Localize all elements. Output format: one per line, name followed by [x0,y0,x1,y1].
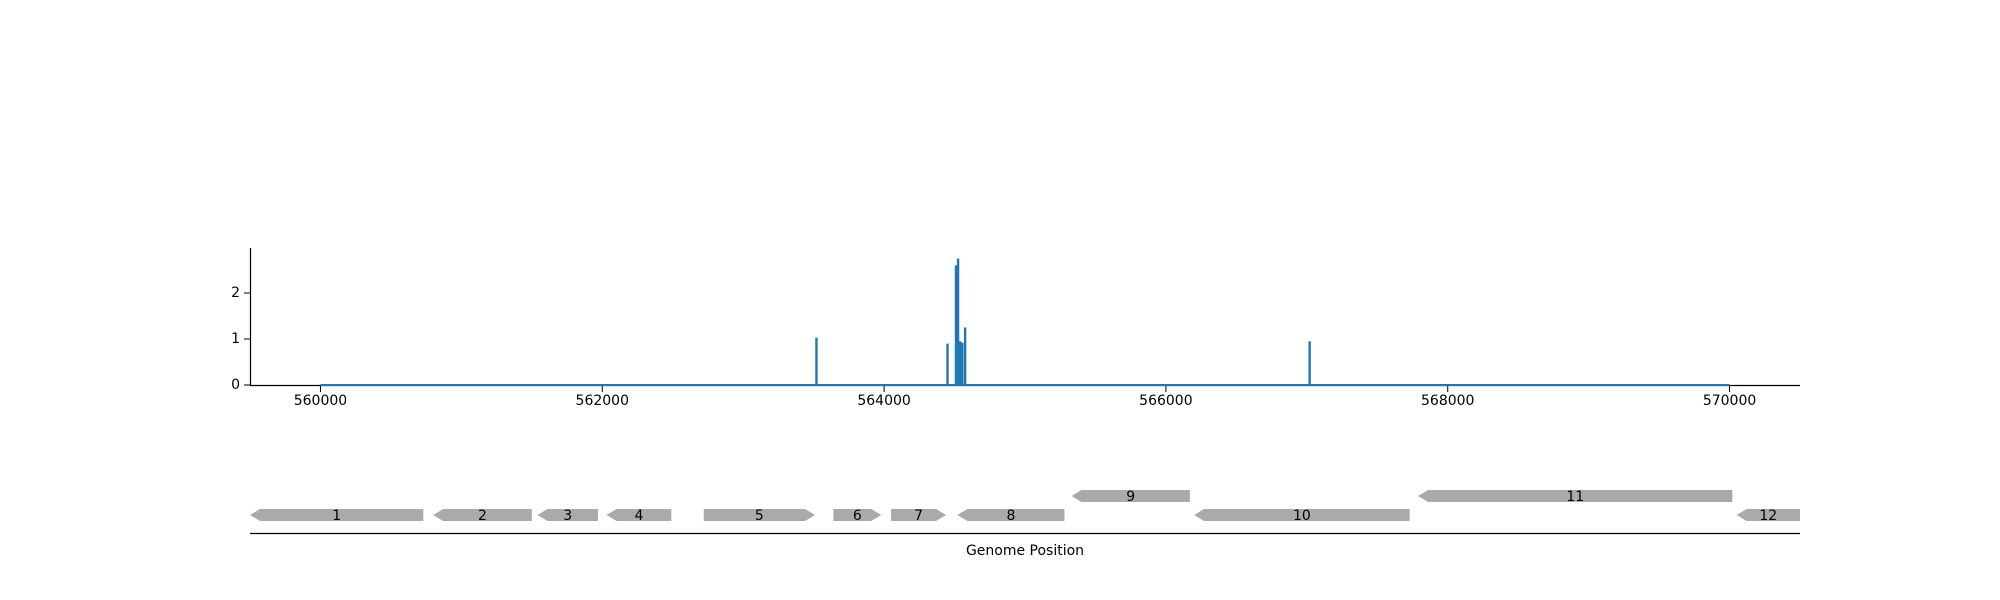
gene-arrow [891,509,947,521]
gene-label: 9 [1126,489,1135,505]
gene-track-xlabel: Genome Position [966,543,1084,559]
gene-arrow [957,509,1065,521]
x-tick-label: 568000 [1421,393,1474,409]
gene-label: 6 [853,508,862,524]
coverage-ticks: 560000 562000 564000 566000 568000 570000 0 1 2 [231,285,1756,409]
x-tick-label: 562000 [576,393,629,409]
gene-label: 7 [914,508,923,524]
x-tick-label: 560000 [294,393,347,409]
gene-label: 2 [478,508,487,524]
gene-label: 1 [332,508,341,524]
y-tick-label: 2 [231,285,240,301]
gene-label: 11 [1566,489,1584,505]
gene-arrow [606,509,672,521]
gene-label: 5 [755,508,764,524]
gene-arrow [1194,509,1410,521]
gene-arrow [1071,490,1190,502]
gene-arrow [537,509,599,521]
gene-label: 12 [1759,508,1777,524]
y-tick-label: 0 [231,377,240,393]
gene-arrow [1418,490,1733,502]
gene-label: 8 [1006,508,1015,524]
gene-arrow [433,509,532,521]
gene-arrow [833,509,882,521]
gene-label: 10 [1293,508,1311,524]
x-tick-label: 566000 [1139,393,1192,409]
coverage-series [320,258,1730,386]
gene-arrow [703,509,816,521]
coverage-plot: 560000 562000 564000 566000 568000 570000 0 1 2 [231,248,1800,409]
x-tick-label: 564000 [857,393,910,409]
x-tick-label: 570000 [1703,393,1756,409]
gene-label: 4 [634,508,643,524]
y-tick-label: 1 [231,331,240,347]
gene-arrow [250,509,424,521]
gene-label: 3 [563,508,572,524]
gene-arrow [1736,509,1800,521]
